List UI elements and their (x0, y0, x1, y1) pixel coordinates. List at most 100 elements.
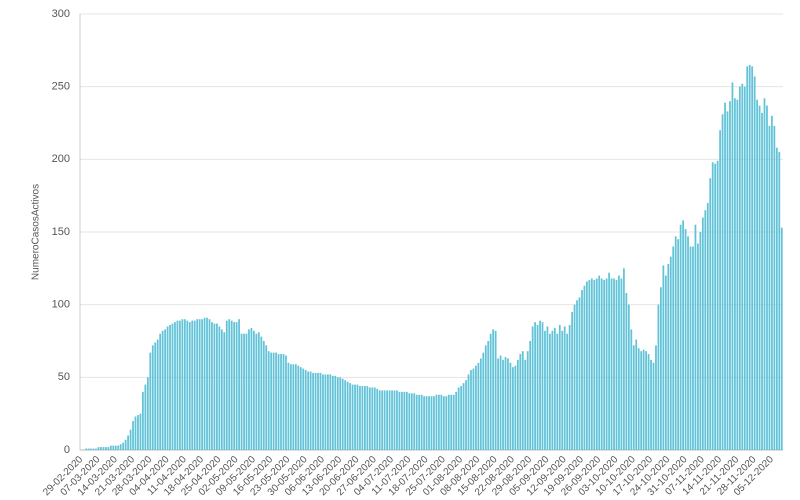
bar (408, 393, 411, 450)
bar (223, 332, 226, 450)
bar (497, 358, 499, 450)
bar (460, 386, 462, 450)
bar (142, 391, 144, 450)
bar (467, 374, 470, 450)
bar (556, 333, 559, 450)
bar (381, 390, 384, 450)
bar (238, 319, 240, 450)
bar (455, 391, 458, 450)
bar (541, 322, 544, 450)
bar (440, 394, 443, 450)
bar (512, 367, 514, 450)
y-tick-label: 150 (52, 226, 70, 238)
bar (378, 390, 381, 450)
bar (664, 275, 667, 450)
bar (309, 371, 312, 450)
bar (524, 359, 527, 450)
bar (487, 341, 490, 450)
bar (156, 339, 159, 450)
bar (679, 224, 682, 450)
bar (388, 390, 391, 450)
bar (529, 341, 532, 450)
bar (154, 342, 157, 450)
bar (581, 290, 583, 450)
bar (307, 371, 310, 450)
bar (179, 320, 181, 450)
bar (504, 356, 507, 450)
bar (738, 86, 741, 451)
bar (583, 285, 586, 450)
bar (186, 320, 189, 450)
bar (193, 320, 196, 450)
bar (368, 387, 371, 450)
bar (655, 345, 657, 450)
bar (697, 243, 699, 450)
bar (586, 281, 588, 450)
bar (771, 115, 773, 450)
bar (647, 354, 650, 450)
bar (220, 329, 223, 450)
bar (304, 370, 307, 450)
bar (731, 82, 734, 450)
bar (235, 322, 238, 450)
bar (558, 325, 561, 450)
bar (763, 98, 766, 450)
bar (245, 333, 248, 450)
y-tick-label: 50 (58, 371, 70, 383)
bar (598, 275, 601, 450)
bar (492, 329, 495, 450)
bar (438, 394, 440, 450)
bar (509, 362, 512, 450)
bar (450, 394, 453, 450)
bar (724, 102, 726, 451)
bar (275, 352, 277, 450)
bar (692, 246, 694, 450)
bar (282, 354, 285, 450)
bar (502, 359, 504, 450)
bar (109, 445, 112, 450)
bar (472, 368, 475, 450)
bar (216, 323, 218, 450)
bar (366, 386, 369, 450)
bar (716, 160, 719, 450)
bar (322, 374, 324, 450)
bar (726, 111, 729, 450)
bar (605, 278, 608, 450)
bar (169, 325, 171, 450)
bar (122, 442, 125, 450)
bar (164, 329, 166, 450)
bar (433, 396, 435, 450)
bar (393, 390, 396, 450)
y-axis-label: NumeroCasosActivos (31, 184, 42, 280)
bar (405, 391, 408, 450)
bar (354, 384, 356, 450)
bar (563, 326, 566, 450)
bar (146, 377, 149, 450)
bar (314, 372, 317, 450)
bar (778, 152, 781, 451)
y-tick-label: 100 (52, 299, 70, 311)
bar (568, 325, 571, 450)
bar (773, 125, 776, 450)
bar (479, 358, 482, 450)
bar (566, 333, 569, 450)
bar (240, 333, 243, 450)
bar (277, 354, 280, 450)
bar (161, 330, 164, 450)
bar (674, 236, 677, 450)
bar (218, 326, 221, 450)
bar (544, 330, 546, 450)
bar (166, 326, 169, 450)
bar (531, 326, 534, 450)
bar (159, 333, 162, 450)
bar (102, 447, 105, 450)
bar (270, 352, 273, 450)
bar (183, 319, 186, 450)
bar (373, 387, 376, 450)
bar (603, 279, 606, 450)
bar (719, 130, 721, 450)
bar (87, 448, 90, 450)
bar (751, 66, 754, 450)
bar (539, 320, 541, 450)
bar (645, 351, 647, 450)
